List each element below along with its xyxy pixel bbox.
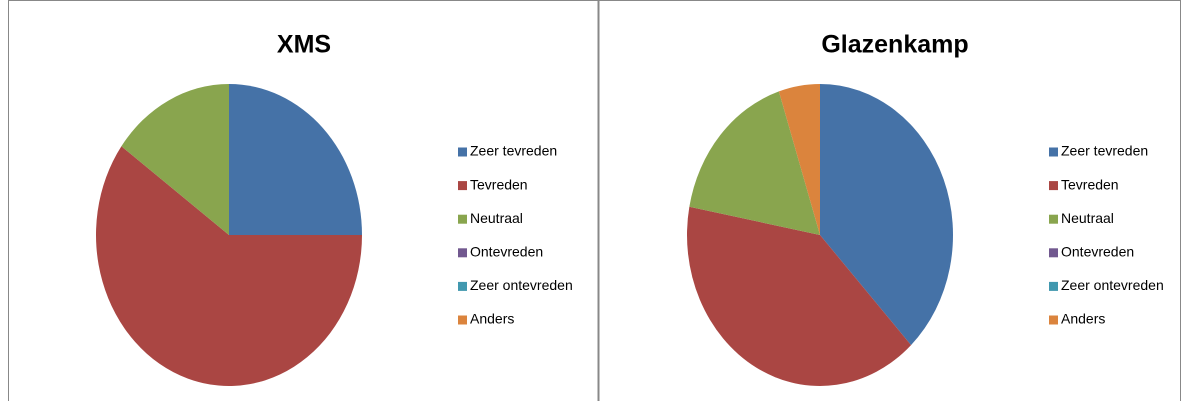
- legend-label: Neutraal: [1061, 210, 1114, 226]
- legend-label: Neutraal: [470, 210, 523, 226]
- pie-slice: [229, 84, 362, 235]
- legend-swatch: [458, 315, 467, 325]
- chart-title: Glazenkamp: [821, 31, 968, 59]
- legend-label: Zeer ontevreden: [1061, 277, 1164, 293]
- legend-label: Ontevreden: [470, 244, 543, 260]
- legend-swatch: [1049, 315, 1058, 325]
- legend-swatch: [1049, 281, 1058, 291]
- legend-swatch: [458, 248, 467, 258]
- pie-slice: [689, 91, 820, 235]
- legend-swatch: [1049, 147, 1058, 157]
- legend-label: Tevreden: [470, 176, 528, 192]
- legend-label: Zeer ontevreden: [470, 277, 573, 293]
- legend-swatch: [1049, 214, 1058, 224]
- pie-slice: [778, 84, 820, 235]
- legend-swatch: [458, 214, 467, 224]
- legend-swatch: [458, 181, 467, 191]
- legend-label: Anders: [1061, 311, 1105, 327]
- legend-swatch: [1049, 181, 1058, 191]
- legend-swatch: [1049, 248, 1058, 258]
- legend-label: Anders: [470, 311, 514, 327]
- legend-label: Zeer tevreden: [1061, 143, 1148, 159]
- chart-title: XMS: [277, 31, 331, 59]
- pie-slice: [686, 206, 912, 386]
- pie-slice: [95, 146, 362, 386]
- legend-label: Ontevreden: [1061, 244, 1134, 260]
- legend-label: Zeer tevreden: [470, 143, 557, 159]
- legend-label: Tevreden: [1061, 176, 1119, 192]
- legend-swatch: [458, 281, 467, 291]
- legend-swatch: [458, 147, 467, 157]
- pie-slice: [121, 84, 229, 235]
- pie-slice: [820, 84, 953, 346]
